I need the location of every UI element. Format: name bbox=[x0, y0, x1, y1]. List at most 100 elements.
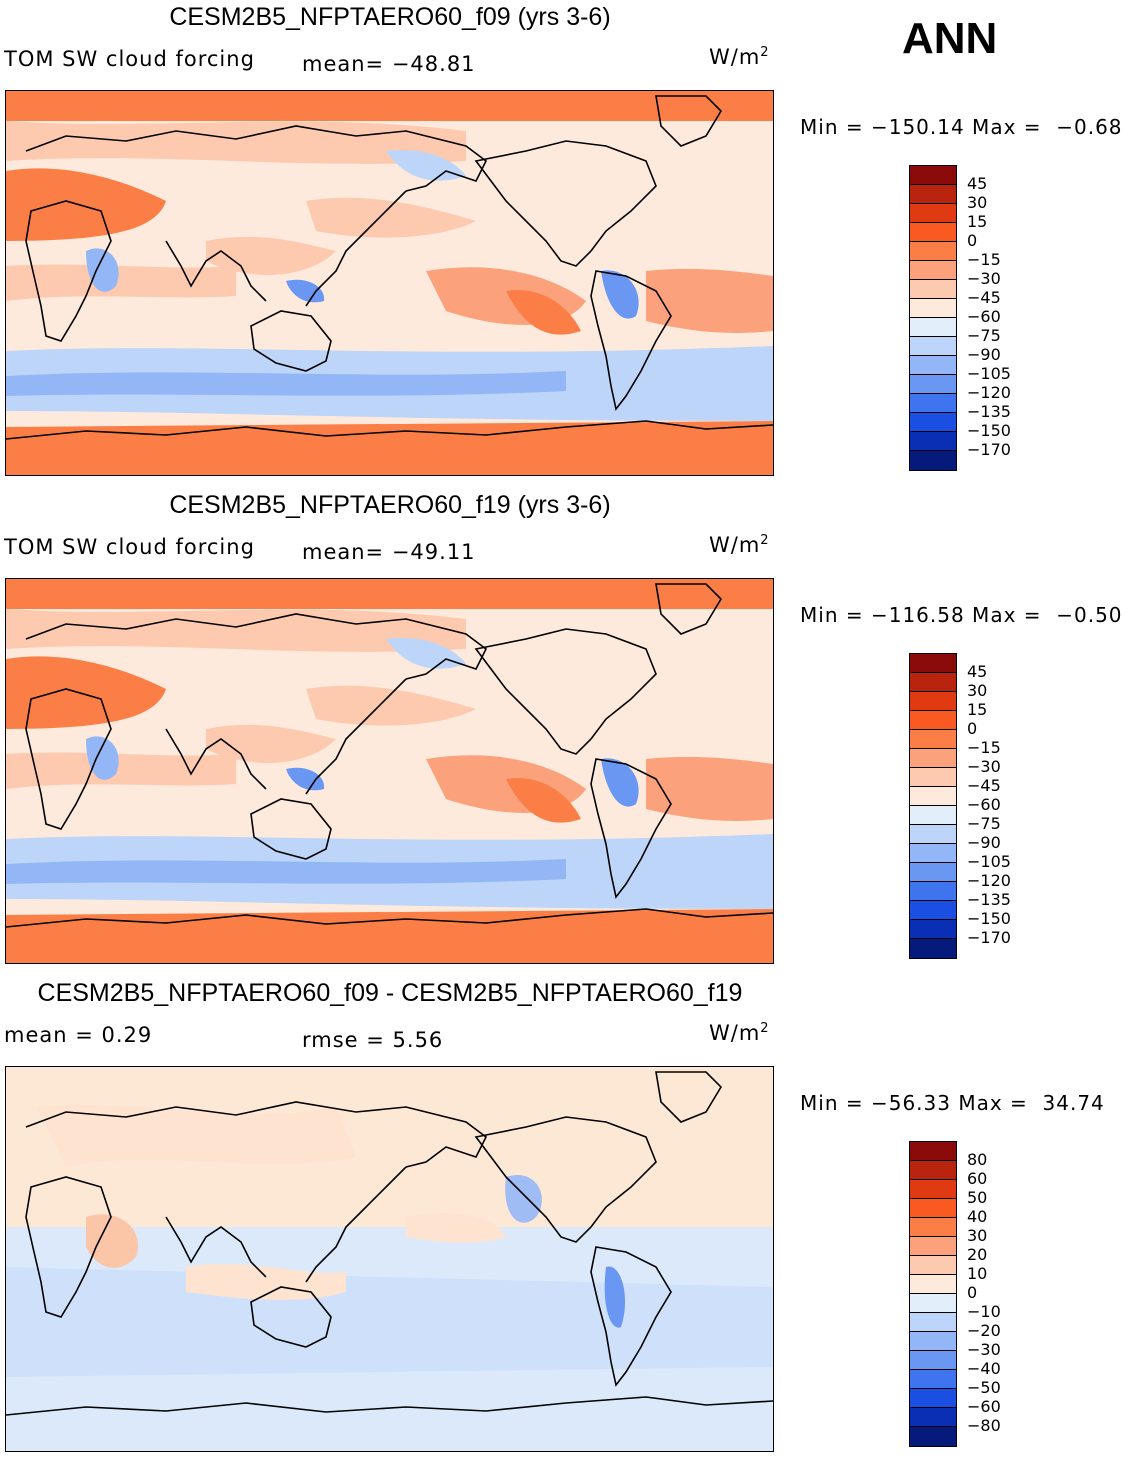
colorbar-label: −75 bbox=[967, 814, 1001, 833]
colorbar-swatch bbox=[910, 1256, 956, 1275]
panel-variable-label: mean = 0.29 bbox=[4, 1023, 153, 1047]
contour-region bbox=[86, 248, 119, 292]
colorbar-label: −135 bbox=[967, 890, 1011, 909]
coastline bbox=[165, 240, 267, 302]
coastline bbox=[250, 1286, 332, 1348]
colorbar-swatch bbox=[910, 223, 956, 242]
colorbar bbox=[909, 1141, 957, 1447]
colorbar-label: −75 bbox=[967, 326, 1001, 345]
coastline bbox=[655, 95, 723, 147]
colorbar-swatch bbox=[910, 1275, 956, 1294]
contour-region bbox=[306, 685, 476, 726]
panel-minmax: Min = −150.14 Max = −0.68 bbox=[800, 115, 1123, 139]
coastline bbox=[165, 728, 267, 790]
colorbar-label: −10 bbox=[967, 1302, 1001, 1321]
colorbar-swatch bbox=[910, 863, 956, 882]
contour-region bbox=[406, 1213, 506, 1243]
coastline bbox=[590, 758, 672, 899]
colorbar-swatch bbox=[910, 299, 956, 318]
contour-region bbox=[206, 236, 336, 275]
colorbar bbox=[909, 165, 957, 471]
contour-region bbox=[604, 1266, 626, 1328]
colorbar-label: 0 bbox=[967, 231, 978, 250]
coastline bbox=[474, 628, 657, 755]
panel-units: W/m2 bbox=[709, 45, 770, 69]
colorbar-label: −30 bbox=[967, 1340, 1001, 1359]
colorbar-swatch bbox=[910, 1370, 956, 1389]
colorbar-label: 45 bbox=[967, 662, 988, 681]
contour-region bbox=[506, 778, 581, 823]
colorbar-label: −45 bbox=[967, 288, 1001, 307]
colorbar-swatch bbox=[910, 261, 956, 280]
colorbar-swatch bbox=[910, 882, 956, 901]
colorbar-label: −90 bbox=[967, 833, 1001, 852]
coastline bbox=[250, 310, 332, 372]
coastline bbox=[25, 688, 112, 830]
contour-region bbox=[6, 91, 773, 121]
colorbar-swatch bbox=[910, 825, 956, 844]
coastline bbox=[25, 613, 488, 680]
colorbar-label: −120 bbox=[967, 383, 1011, 402]
contour-region bbox=[6, 609, 466, 652]
colorbar-label: −90 bbox=[967, 345, 1001, 364]
colorbar-swatch bbox=[910, 901, 956, 920]
colorbar-swatch bbox=[910, 1180, 956, 1199]
contour-region bbox=[6, 859, 566, 884]
contour-region bbox=[286, 767, 325, 791]
contour-region bbox=[6, 1267, 773, 1377]
colorbar-swatch bbox=[910, 692, 956, 711]
colorbar-label: −80 bbox=[967, 1416, 1001, 1435]
contour-region bbox=[86, 736, 119, 780]
panel-variable-label: TOM SW cloud forcing bbox=[4, 535, 255, 559]
colorbar-label: 50 bbox=[967, 1188, 988, 1207]
contour-region bbox=[206, 724, 336, 763]
contour-region bbox=[86, 1214, 138, 1268]
coastline bbox=[6, 420, 773, 440]
colorbar-label: −135 bbox=[967, 402, 1011, 421]
contour-region bbox=[6, 421, 773, 475]
colorbar-swatch bbox=[910, 673, 956, 692]
colorbar bbox=[909, 653, 957, 959]
coastline bbox=[474, 1116, 657, 1243]
colorbar-label: −150 bbox=[967, 421, 1011, 440]
colorbar-swatch bbox=[910, 204, 956, 223]
contour-region bbox=[6, 168, 166, 241]
colorbar-label: −60 bbox=[967, 307, 1001, 326]
coastline bbox=[305, 678, 407, 795]
colorbar-label: 80 bbox=[967, 1150, 988, 1169]
coastline bbox=[590, 270, 672, 411]
colorbar-label: 0 bbox=[967, 719, 978, 738]
coastline bbox=[6, 1396, 773, 1416]
colorbar-label: 30 bbox=[967, 1226, 988, 1245]
colorbar-swatch bbox=[910, 1408, 956, 1427]
colorbar-swatch bbox=[910, 711, 956, 730]
colorbar-swatch bbox=[910, 185, 956, 204]
colorbar-swatch bbox=[910, 1332, 956, 1351]
colorbar-label: −15 bbox=[967, 738, 1001, 757]
coastline bbox=[25, 125, 488, 192]
colorbar-swatch bbox=[910, 451, 956, 470]
contour-region bbox=[505, 1175, 542, 1223]
colorbar-swatch bbox=[910, 1199, 956, 1218]
season-label: ANN bbox=[902, 14, 998, 63]
colorbar-label: 15 bbox=[967, 700, 988, 719]
contour-region bbox=[6, 579, 773, 609]
colorbar-label: 30 bbox=[967, 681, 988, 700]
colorbar-label: −105 bbox=[967, 852, 1011, 871]
contour-region bbox=[646, 268, 773, 333]
colorbar-label: 30 bbox=[967, 193, 988, 212]
colorbar-swatch bbox=[910, 939, 956, 958]
colorbar-swatch bbox=[910, 394, 956, 413]
panel-title: CESM2B5_NFPTAERO60_f19 (yrs 3-6) bbox=[169, 491, 611, 519]
colorbar-swatch bbox=[910, 166, 956, 185]
panel-variable-label: TOM SW cloud forcing bbox=[4, 47, 255, 71]
colorbar-swatch bbox=[910, 844, 956, 863]
colorbar-label: 10 bbox=[967, 1264, 988, 1283]
colorbar-label: −60 bbox=[967, 795, 1001, 814]
colorbar-label: 40 bbox=[967, 1207, 988, 1226]
colorbar-swatch bbox=[910, 1313, 956, 1332]
colorbar-label: −40 bbox=[967, 1359, 1001, 1378]
colorbar-swatch bbox=[910, 749, 956, 768]
contour-region bbox=[386, 150, 466, 181]
colorbar-label: −45 bbox=[967, 776, 1001, 795]
